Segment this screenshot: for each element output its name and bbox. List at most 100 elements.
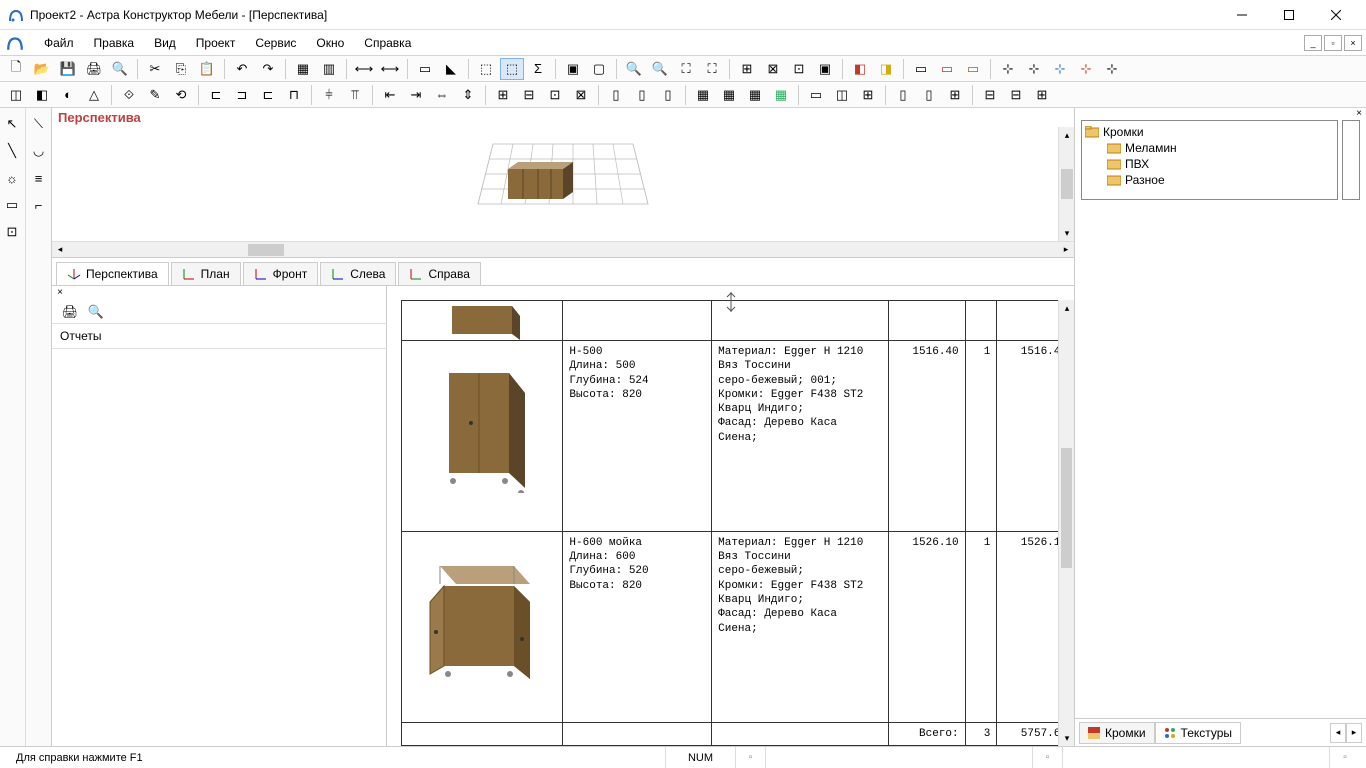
menu-edit[interactable]: Правка	[84, 33, 145, 53]
mdi-restore[interactable]: ▫	[1324, 35, 1342, 51]
axis1-icon[interactable]: ⊹	[996, 58, 1020, 80]
tree-item[interactable]: Меламин	[1107, 140, 1334, 156]
obj-box-icon[interactable]: ◧	[30, 84, 54, 106]
tree-item[interactable]: Разное	[1107, 172, 1334, 188]
grp-a-icon[interactable]: ⊞	[491, 84, 515, 106]
box-icon[interactable]: ▭	[413, 58, 437, 80]
palette-strip[interactable]	[1342, 120, 1360, 200]
mdi-close[interactable]: ×	[1344, 35, 1362, 51]
sec-b-icon[interactable]: ▯	[630, 84, 654, 106]
viewport-canvas[interactable]: ▴ ▾	[52, 127, 1074, 241]
tab-plan[interactable]: План	[171, 262, 241, 285]
menu-window[interactable]: Окно	[306, 33, 354, 53]
scroll-down-icon[interactable]: ▾	[1059, 730, 1075, 746]
win-6-icon[interactable]: ⊞	[943, 84, 967, 106]
snap-d-icon[interactable]: ▣	[813, 58, 837, 80]
new-icon[interactable]: 🗋	[4, 58, 28, 80]
cube2-icon[interactable]: ◨	[874, 58, 898, 80]
viewport-scroll-h[interactable]: ◂ ▸	[52, 241, 1074, 257]
grp-b-icon[interactable]: ⊟	[517, 84, 541, 106]
panel-close-icon[interactable]: ×	[54, 288, 66, 300]
undo-icon[interactable]: ↶	[230, 58, 254, 80]
right-panel-close-icon[interactable]: ×	[1075, 108, 1366, 120]
dim2-icon[interactable]: ⟷	[378, 58, 402, 80]
axis4-icon[interactable]: ⊹	[1074, 58, 1098, 80]
report-print-icon[interactable]: 🖨	[60, 302, 80, 322]
viewport-scroll-v[interactable]: ▴ ▾	[1058, 127, 1074, 241]
scroll-down-icon[interactable]: ▾	[1059, 225, 1075, 241]
view-d-icon[interactable]: ▦	[769, 84, 793, 106]
tri-icon[interactable]: ◣	[439, 58, 463, 80]
scroll-up-icon[interactable]: ▴	[1059, 300, 1075, 316]
report-list[interactable]	[52, 349, 386, 746]
grp-d-icon[interactable]: ⊠	[569, 84, 593, 106]
grp-c-icon[interactable]: ⊡	[543, 84, 567, 106]
zoom-fit-icon[interactable]: ⛶	[674, 58, 698, 80]
minimize-button[interactable]	[1219, 1, 1264, 29]
print-icon[interactable]: 🖨	[82, 58, 106, 80]
scroll-left-icon[interactable]: ◂	[52, 242, 68, 258]
win-3-icon[interactable]: ⊞	[856, 84, 880, 106]
tool-c-icon[interactable]: ▣	[561, 58, 585, 80]
win-9-icon[interactable]: ⊞	[1030, 84, 1054, 106]
report-preview-icon[interactable]: 🔍	[86, 302, 106, 322]
layer2-icon[interactable]: ▭	[935, 58, 959, 80]
view-c-icon[interactable]: ▦	[743, 84, 767, 106]
tab-edges[interactable]: Кромки	[1079, 722, 1155, 744]
obj-cube-icon[interactable]: ◫	[4, 84, 28, 106]
snap-a-icon[interactable]: ⊞	[735, 58, 759, 80]
grid-icon[interactable]: ▦	[291, 58, 315, 80]
report-scroll-v[interactable]: ▴ ▾	[1058, 300, 1074, 746]
axis3-icon[interactable]: ⊹	[1048, 58, 1072, 80]
open-icon[interactable]: 📂	[30, 58, 54, 80]
align-icon[interactable]: ≡	[26, 166, 50, 190]
tree-view[interactable]: Кромки Меламин ПВХ Разное	[1081, 120, 1338, 200]
snap-b-icon[interactable]: ⊠	[761, 58, 785, 80]
select-icon[interactable]: ↖	[0, 112, 24, 136]
tab-textures[interactable]: Текстуры	[1155, 722, 1242, 744]
dist-h-icon[interactable]: ⫩	[317, 84, 341, 106]
sigma-icon[interactable]: Σ	[526, 58, 550, 80]
tab-front[interactable]: Фронт	[243, 262, 319, 285]
tree-root[interactable]: Кромки	[1085, 124, 1334, 140]
arr-c-icon[interactable]: ⇔	[430, 84, 454, 106]
tree-item[interactable]: ПВХ	[1107, 156, 1334, 172]
sec-c-icon[interactable]: ▯	[656, 84, 680, 106]
maximize-button[interactable]	[1266, 1, 1311, 29]
menu-help[interactable]: Справка	[354, 33, 421, 53]
tool-d-icon[interactable]: ▢	[587, 58, 611, 80]
light-icon[interactable]: ☼	[0, 166, 24, 190]
save-icon[interactable]: 💾	[56, 58, 80, 80]
tab-perspective[interactable]: Перспектива	[56, 262, 169, 285]
wall-icon[interactable]: ▥	[317, 58, 341, 80]
view-a-icon[interactable]: ▦	[691, 84, 715, 106]
scroll-thumb[interactable]	[248, 244, 284, 256]
tab-nav-right-icon[interactable]: ▸	[1346, 723, 1362, 743]
edit-b-icon[interactable]: ✎	[143, 84, 167, 106]
obj-cone-icon[interactable]: △	[82, 84, 106, 106]
win-4-icon[interactable]: ▯	[891, 84, 915, 106]
win-2-icon[interactable]: ◫	[830, 84, 854, 106]
edit-a-icon[interactable]: ⟐	[117, 84, 141, 106]
redo-icon[interactable]: ↷	[256, 58, 280, 80]
win-8-icon[interactable]: ⊟	[1004, 84, 1028, 106]
view-b-icon[interactable]: ▦	[717, 84, 741, 106]
menu-project[interactable]: Проект	[186, 33, 246, 53]
align-c-icon[interactable]: ⊐	[230, 84, 254, 106]
win-1-icon[interactable]: ▭	[804, 84, 828, 106]
tab-right[interactable]: Справа	[398, 262, 480, 285]
preview-icon[interactable]: 🔍	[108, 58, 132, 80]
zoom-sel-icon[interactable]: ⛶	[700, 58, 724, 80]
shape-icon[interactable]: ⊡	[0, 220, 24, 244]
snap-c-icon[interactable]: ⊡	[787, 58, 811, 80]
scroll-right-icon[interactable]: ▸	[1058, 242, 1074, 258]
menu-file[interactable]: Файл	[34, 33, 84, 53]
tool-a-icon[interactable]: ⬚	[474, 58, 498, 80]
arc-icon[interactable]: ◡	[26, 139, 50, 163]
line-icon[interactable]: ⟍	[26, 112, 50, 136]
layer3-icon[interactable]: ▭	[961, 58, 985, 80]
tab-nav-left-icon[interactable]: ◂	[1330, 723, 1346, 743]
zoom-out-icon[interactable]: 🔍	[648, 58, 672, 80]
arr-v-icon[interactable]: ⇕	[456, 84, 480, 106]
mdi-minimize[interactable]: _	[1304, 35, 1322, 51]
